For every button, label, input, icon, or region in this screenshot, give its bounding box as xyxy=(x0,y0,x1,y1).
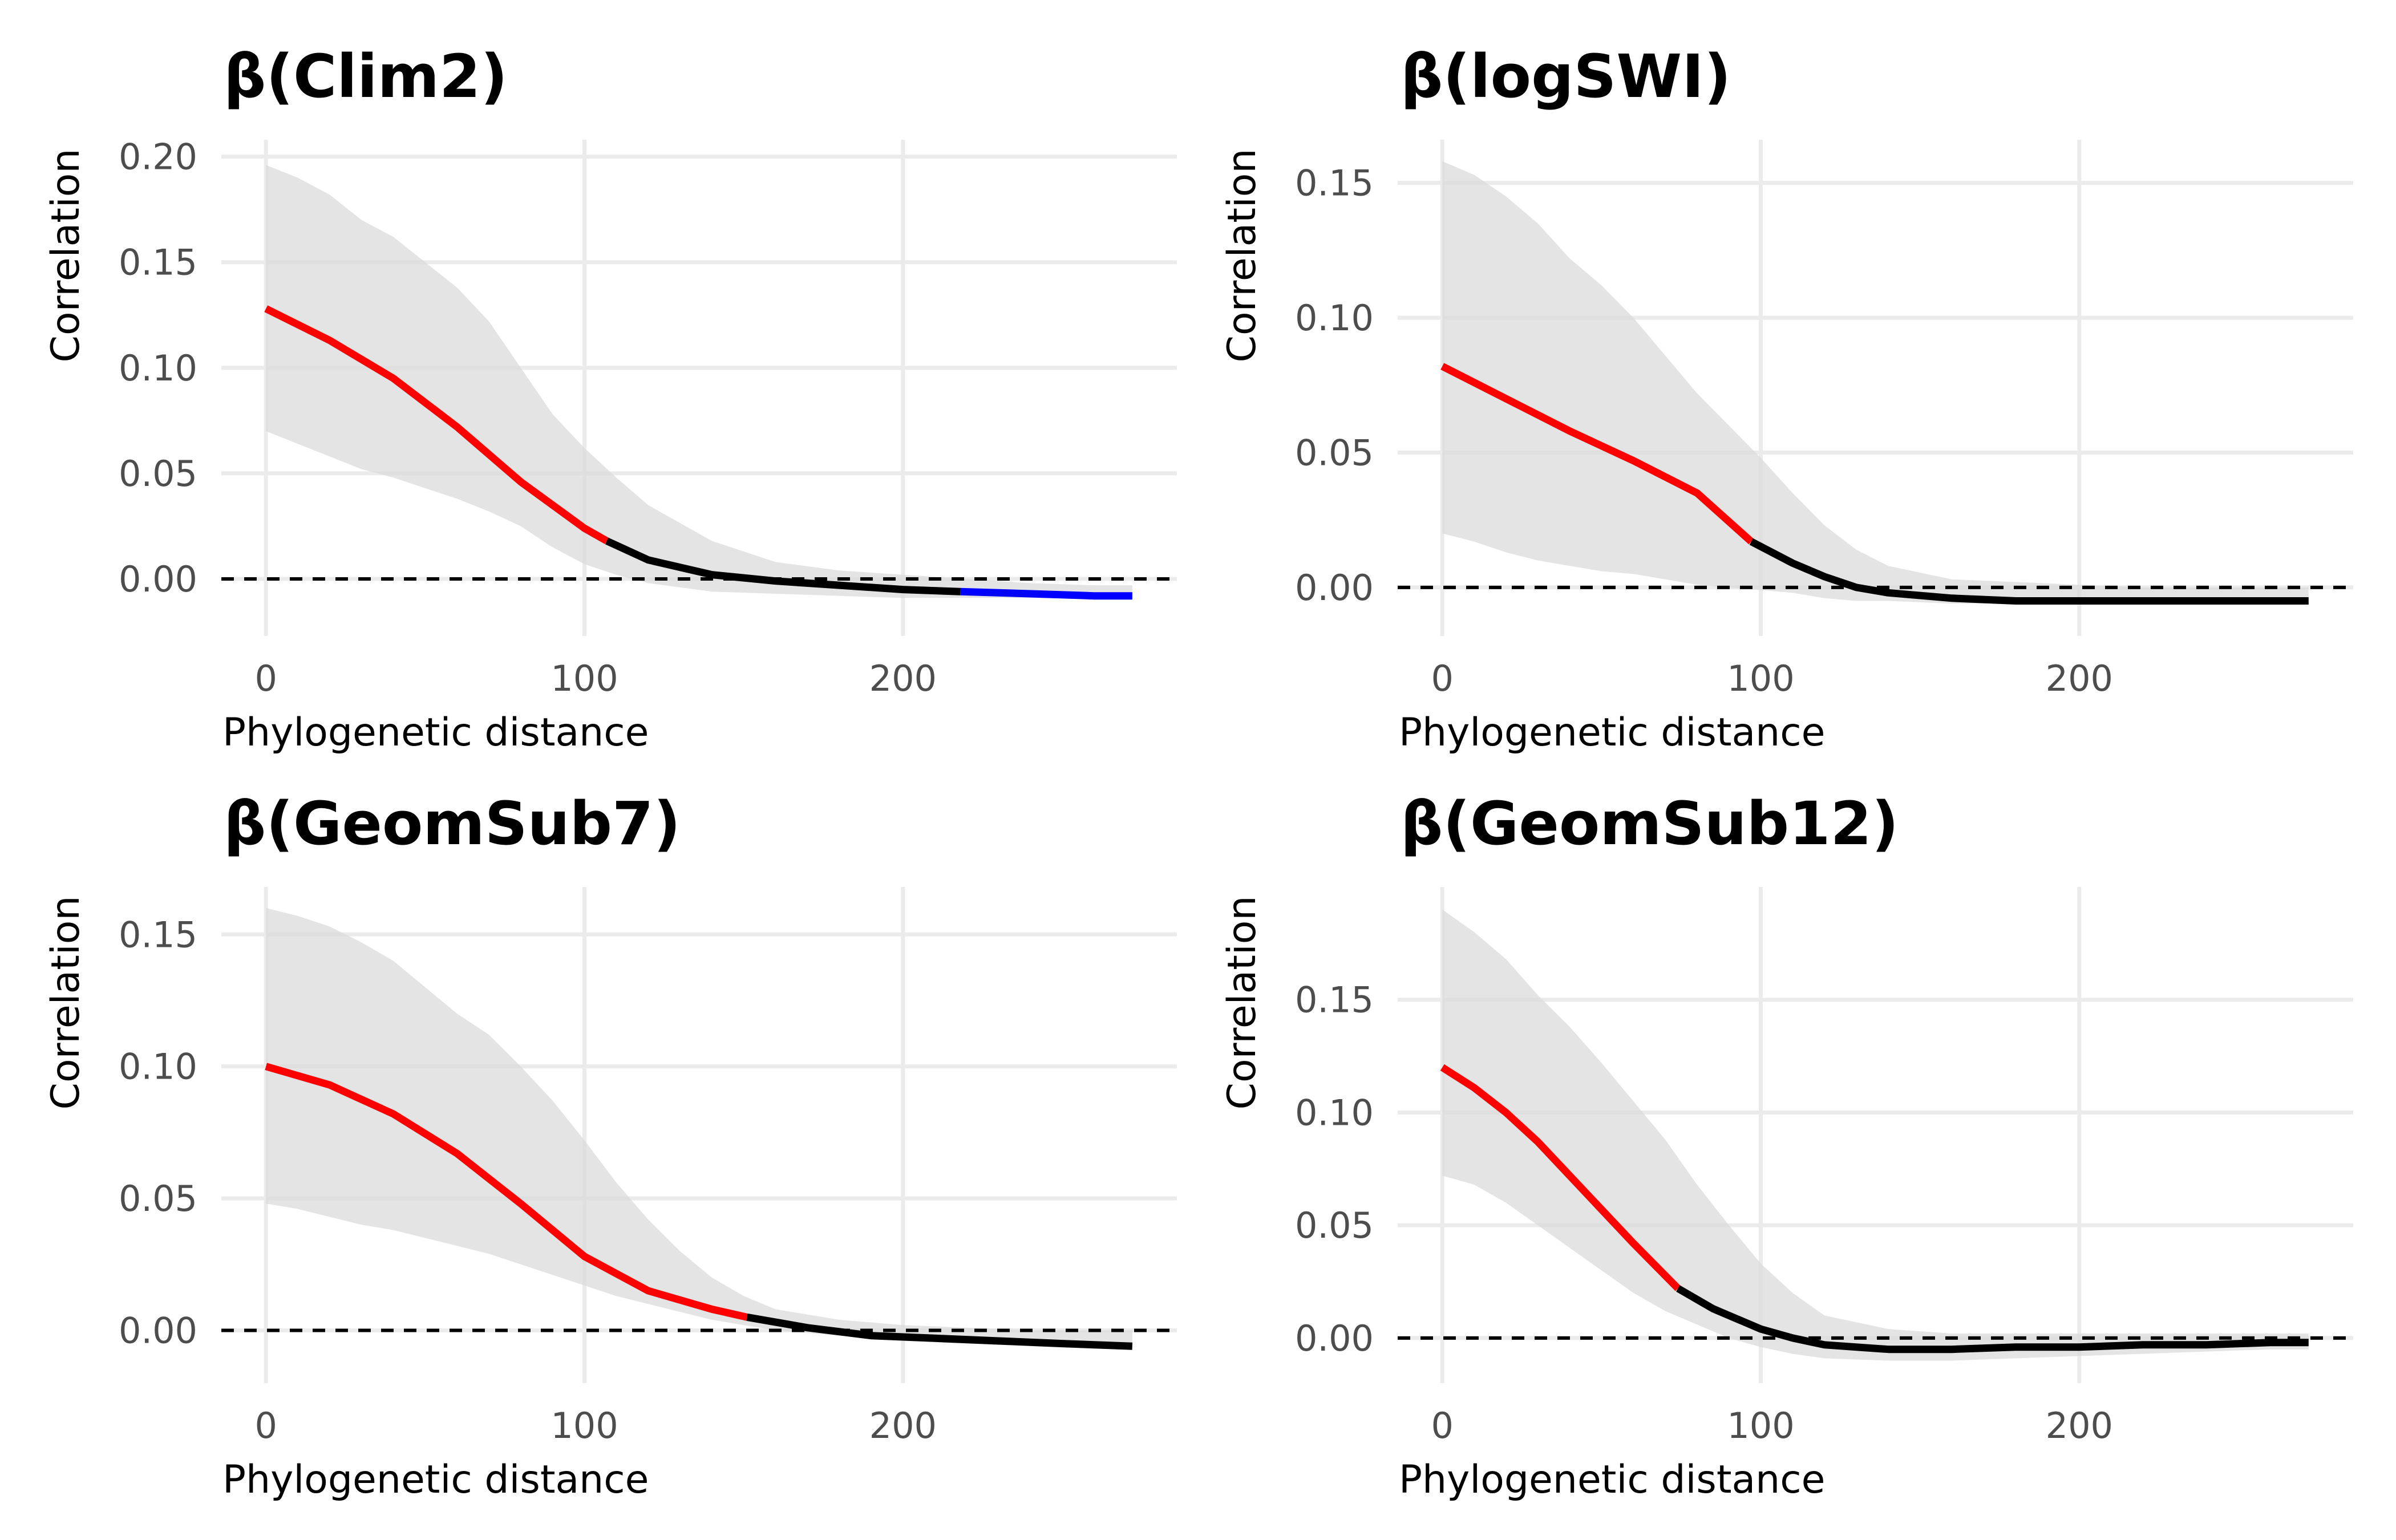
mean-curve-segment-2 xyxy=(605,537,961,595)
x-tick-label: 200 xyxy=(869,658,937,699)
y-tick-label: 0.05 xyxy=(119,1178,197,1219)
panel-4: 0.00 0.05 0.10 0.15 0 100 200 Phylogenetic dist… xyxy=(1220,789,2353,1502)
credible-band xyxy=(266,165,1132,598)
y-tick-label: 0.00 xyxy=(1295,567,1374,609)
credible-band xyxy=(266,908,1132,1349)
x-tick-label: 100 xyxy=(551,1405,618,1446)
y-axis-label: Correlation xyxy=(43,149,88,363)
y-tick-label: 0.10 xyxy=(119,1046,197,1088)
panel-title: β(GeomSub12) xyxy=(1401,789,1899,858)
x-tick-label: 0 xyxy=(254,1405,277,1446)
credible-band xyxy=(1442,909,2309,1361)
y-tick-label: 0.10 xyxy=(1295,297,1374,339)
x-tick-label: 200 xyxy=(2046,1405,2113,1446)
panel-1: 0.00 0.05 0.10 0.15 0.20 0 100 200 Phylogenetic … xyxy=(43,42,1177,755)
y-axis-label: Correlation xyxy=(1220,149,1265,363)
y-tick-label: 0.15 xyxy=(1295,163,1374,204)
mean-curve-segment-2 xyxy=(1676,1285,2309,1353)
y-tick-label: 0.15 xyxy=(119,242,197,283)
y-tick-label: 0.05 xyxy=(1295,432,1374,473)
x-axis-label: Phylogenetic distance xyxy=(222,1457,649,1502)
mean-curve-segment-1 xyxy=(265,1063,748,1321)
mean-curve-segment-1 xyxy=(264,305,609,545)
mean-curve-segment-3 xyxy=(960,587,1132,600)
mean-curve-segment-1 xyxy=(1440,1064,1681,1291)
mean-curve-segment-2 xyxy=(746,1313,1133,1350)
panel-title: β(GeomSub7) xyxy=(224,789,681,858)
x-tick-label: 100 xyxy=(551,658,618,699)
y-tick-label: 0.00 xyxy=(1295,1318,1374,1359)
x-axis-label: Phylogenetic distance xyxy=(222,710,649,755)
mean-curve-segment-2 xyxy=(1749,538,2309,605)
y-tick-label: 0.05 xyxy=(1295,1205,1374,1246)
panel-title: β(Clim2) xyxy=(224,42,508,111)
panel-2: 0.00 0.05 0.10 0.15 0 100 200 Phylogenetic dist… xyxy=(1220,42,2353,755)
x-tick-label: 0 xyxy=(1431,1405,1453,1446)
x-tick-label: 0 xyxy=(1431,658,1453,699)
y-tick-label: 0.10 xyxy=(119,347,197,389)
x-tick-label: 0 xyxy=(254,658,277,699)
x-tick-label: 100 xyxy=(1727,658,1794,699)
y-tick-label: 0.00 xyxy=(119,558,197,600)
credible-band xyxy=(1442,161,2309,604)
panel-3: 0.00 0.05 0.10 0.15 0 100 200 Phylogenetic dist… xyxy=(43,789,1177,1502)
y-tick-label: 0.00 xyxy=(119,1310,197,1351)
panel-title: β(logSWI) xyxy=(1401,42,1731,111)
x-tick-label: 200 xyxy=(2046,658,2113,699)
y-tick-label: 0.20 xyxy=(119,136,197,178)
mean-curve-segment-1 xyxy=(1440,363,1754,545)
x-tick-label: 100 xyxy=(1727,1405,1794,1446)
y-tick-label: 0.15 xyxy=(1295,979,1374,1021)
y-tick-label: 0.05 xyxy=(119,453,197,495)
x-tick-label: 200 xyxy=(869,1405,937,1446)
x-axis-label: Phylogenetic distance xyxy=(1399,710,1825,755)
y-axis-label: Correlation xyxy=(43,896,88,1110)
y-axis-label: Correlation xyxy=(1220,896,1265,1110)
y-tick-label: 0.15 xyxy=(119,914,197,955)
x-axis-label: Phylogenetic distance xyxy=(1399,1457,1825,1502)
y-tick-label: 0.10 xyxy=(1295,1092,1374,1133)
